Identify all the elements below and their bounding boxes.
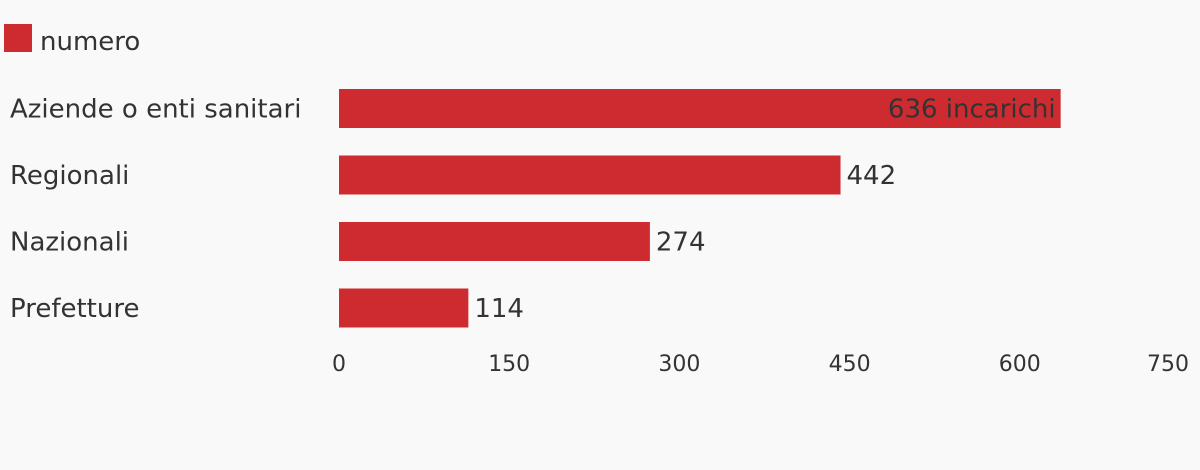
x-tick-label: 300: [658, 352, 700, 377]
bars-group: [339, 89, 1061, 328]
value-label: 442: [847, 161, 897, 191]
x-tick-label: 750: [1147, 352, 1189, 377]
value-labels: 636 incarichi 442 274 114: [474, 95, 1055, 325]
legend-swatch: [4, 24, 32, 52]
bar: [339, 288, 469, 328]
legend-label: numero: [40, 27, 140, 57]
bar: [339, 89, 1061, 128]
legend: numero: [4, 24, 140, 57]
bar: [339, 155, 841, 195]
x-tick-label: 450: [829, 352, 871, 377]
x-tick-label: 0: [332, 352, 346, 377]
category-labels: Aziende o enti sanitari Regionali Nazional…: [10, 95, 301, 325]
value-label: 274: [656, 228, 706, 258]
value-label: 636 incarichi: [888, 95, 1056, 125]
bar: [339, 222, 650, 261]
value-label: 114: [474, 294, 524, 324]
category-label: Regionali: [10, 161, 129, 191]
category-label: Aziende o enti sanitari: [10, 95, 301, 125]
x-axis-ticks: 0 150 300 450 600 750: [332, 352, 1189, 377]
x-tick-label: 600: [999, 352, 1041, 377]
category-label: Nazionali: [10, 228, 129, 258]
category-label: Prefetture: [10, 294, 139, 324]
x-tick-label: 150: [488, 352, 530, 377]
